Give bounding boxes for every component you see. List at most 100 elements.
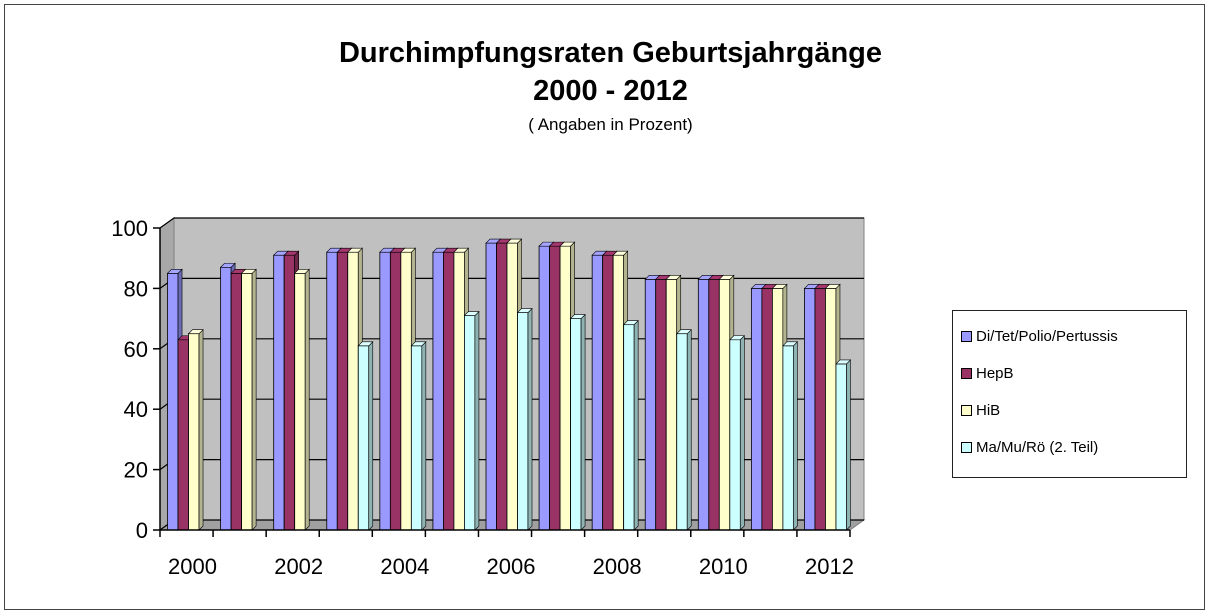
bar-2006-4 <box>516 307 533 531</box>
y-tick-label-60: 60 <box>124 337 148 362</box>
bar-2007-4 <box>569 313 586 531</box>
bar-front <box>676 333 688 531</box>
bar-top <box>516 308 533 313</box>
bar-front <box>602 254 614 531</box>
bar-side <box>633 319 639 531</box>
bar-top <box>665 275 682 280</box>
gridline-100 <box>159 217 864 229</box>
bar-top <box>718 275 735 280</box>
bar-front <box>485 242 497 531</box>
bar-front <box>273 254 285 531</box>
legend-swatch <box>961 331 972 342</box>
bar-2011-4 <box>782 341 799 531</box>
tick-labels: 0 20 40 60 80 100 2000 2002 2004 2006 2008 2010 2012 <box>111 216 854 579</box>
bar-front <box>453 251 465 531</box>
bar-2001-3 <box>240 268 257 531</box>
bar-top <box>771 284 788 289</box>
bar-2009-4 <box>676 328 692 531</box>
bar-top <box>166 268 183 274</box>
bar-front <box>410 345 423 531</box>
bar-front <box>697 278 710 531</box>
bar-front <box>612 254 625 531</box>
x-tick-label-2010: 2010 <box>699 554 748 579</box>
legend-swatch <box>961 405 972 416</box>
bar-front <box>379 251 391 531</box>
bar-top <box>729 335 746 341</box>
bar-front <box>464 315 476 531</box>
bar-front <box>750 287 763 531</box>
bar-top <box>283 250 300 256</box>
legend: Di/Tet/Polio/Pertussis HepB HiB Ma/Mu/Rö (2… <box>952 310 1187 478</box>
bar-side <box>251 268 257 531</box>
bar-front <box>283 254 296 531</box>
bar-top <box>293 268 310 274</box>
bar-front <box>506 242 518 531</box>
bar-top <box>463 311 480 316</box>
chart-subtitle: ( Angaben in Prozent) <box>528 115 693 134</box>
bar-top <box>782 341 799 347</box>
bar-2004-4 <box>410 341 427 531</box>
bar-top <box>410 341 427 347</box>
bar-front <box>591 254 604 531</box>
x-tick-label-2000: 2000 <box>168 554 217 579</box>
y-tick-label-100: 100 <box>111 216 148 241</box>
title-line-2: 2000 - 2012 <box>533 75 688 107</box>
legend-swatch <box>961 442 972 453</box>
bar-2005-4 <box>463 310 480 531</box>
bar-2010-4 <box>729 335 746 531</box>
legend-label: HepB <box>976 365 1014 382</box>
bar-front <box>549 245 561 531</box>
bar-top <box>453 247 470 253</box>
bar-front <box>389 251 402 531</box>
bar-side <box>793 341 798 531</box>
axes <box>153 227 851 537</box>
bar-front <box>655 278 667 531</box>
bar-front <box>294 272 306 531</box>
bar-top <box>219 262 236 268</box>
bar-side <box>198 328 204 531</box>
x-tick-label-2012: 2012 <box>805 554 854 579</box>
bar-top <box>559 241 576 247</box>
bar-top <box>240 268 257 274</box>
bar-side <box>740 335 745 531</box>
legend-item-4: Ma/Mu/Rö (2. Teil) <box>961 429 1186 466</box>
bar-front <box>570 318 582 531</box>
bar-top <box>357 341 374 347</box>
bar-top <box>569 314 586 319</box>
legend-label: Ma/Mu/Rö (2. Teil) <box>976 439 1099 456</box>
y-tick-label-0: 0 <box>136 518 148 543</box>
bar-side <box>368 341 374 531</box>
y-tick-label-20: 20 <box>124 458 148 483</box>
bar-front <box>336 251 349 531</box>
bar-front <box>835 363 847 531</box>
bar-front <box>188 333 200 531</box>
bar-top <box>400 247 417 253</box>
legend-label: HiB <box>976 402 1001 419</box>
chart-title: Durchimpfungsraten Geburtsjahrgänge 2000… <box>0 34 1211 110</box>
bar-side <box>474 310 480 531</box>
bar-front <box>644 278 657 531</box>
bar-2008-4 <box>622 319 639 531</box>
bar-front <box>177 339 189 531</box>
bar-side <box>686 328 692 531</box>
bar-front <box>825 287 837 531</box>
bar-front <box>708 278 720 531</box>
bar-front <box>665 278 678 531</box>
bar-top <box>835 359 852 365</box>
bar-top <box>506 238 523 244</box>
bar-2002-3 <box>293 268 310 531</box>
bar-side <box>580 313 586 531</box>
bar-front <box>326 251 338 531</box>
bar-top <box>622 320 639 325</box>
x-tick-label-2002: 2002 <box>274 554 323 579</box>
legend-item-2: HepB <box>961 355 1186 392</box>
bar-2012-4 <box>835 359 852 531</box>
y-tick-label-80: 80 <box>124 276 148 301</box>
bar-top <box>612 250 629 256</box>
bar-front <box>771 287 784 531</box>
bar-side <box>527 307 533 531</box>
bar-front <box>729 339 741 531</box>
legend-item-3: HiB <box>961 392 1186 429</box>
bar-front <box>347 251 359 531</box>
